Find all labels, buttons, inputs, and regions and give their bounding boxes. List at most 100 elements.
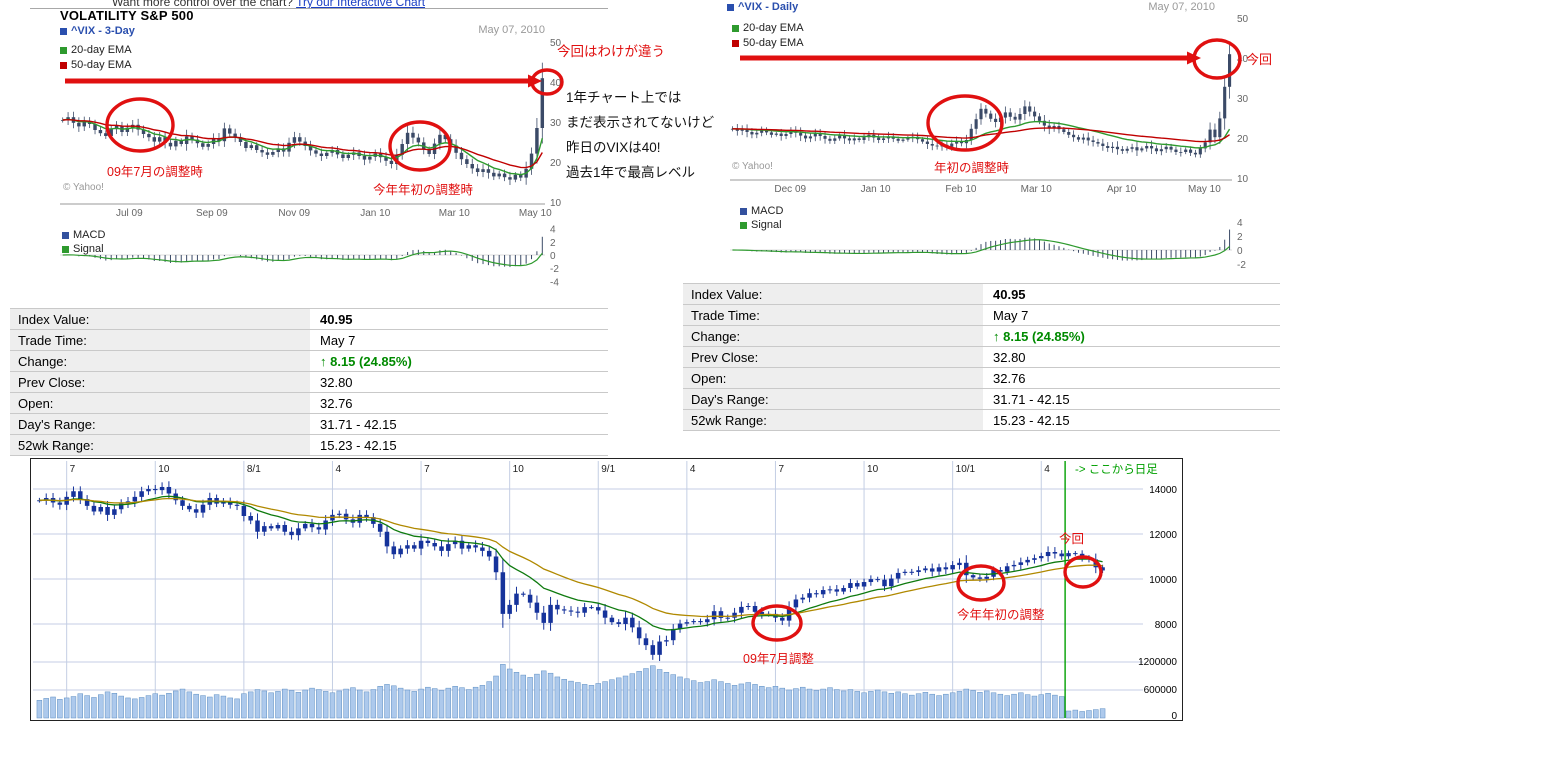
svg-text:Mar 10: Mar 10	[439, 208, 471, 219]
quote-row: 52wk Range: 15.23 - 42.15	[10, 435, 608, 456]
svg-text:10: 10	[867, 464, 879, 475]
svg-text:-4: -4	[550, 277, 559, 288]
svg-text:09年7月調整: 09年7月調整	[743, 651, 814, 666]
svg-text:Jan 10: Jan 10	[861, 184, 891, 195]
svg-text:7: 7	[424, 464, 430, 475]
svg-text:Jul 09: Jul 09	[116, 208, 143, 219]
quote-value: 32.80	[320, 374, 353, 390]
chart1-symbol-label: ^VIX - 3-Day	[71, 25, 135, 37]
svg-text:20: 20	[1237, 134, 1249, 145]
macd-label: MACD	[73, 229, 106, 241]
chart1-title: VOLATILITY S&P 500	[60, 8, 194, 23]
note-line-4: 過去1年で最高レベル	[566, 165, 696, 180]
quote-row: Open: 32.76	[10, 393, 608, 414]
weekly-index-chart: 7 10 8/1 4 7 10 9/1 4 7 10 10/1 4 14000 12000 10000 800…	[33, 461, 1178, 719]
svg-text:12000: 12000	[1149, 530, 1177, 541]
quote-row: Change: ↑ 8.15 (24.85%)	[683, 326, 1280, 347]
quote-value: 32.76	[320, 395, 353, 411]
svg-text:0: 0	[1171, 711, 1177, 719]
svg-text:30: 30	[1237, 94, 1249, 105]
quote-value: May 7	[993, 307, 1029, 323]
quote-row: Prev Close: 32.80	[683, 347, 1280, 368]
chart1-legend-ema20: 20-day EMA	[60, 44, 132, 56]
svg-text:09年7月の調整時: 09年7月の調整時	[107, 164, 203, 179]
svg-text:4: 4	[690, 464, 696, 475]
svg-text:Apr 10: Apr 10	[1107, 184, 1137, 195]
macd-swatch-icon	[62, 231, 69, 239]
svg-text:2: 2	[1237, 232, 1243, 243]
quote-row: Index Value: 40.95	[683, 284, 1280, 305]
yahoo-watermark: © Yahoo!	[63, 182, 104, 193]
svg-text:50: 50	[1237, 14, 1249, 25]
quote-value: 32.80	[993, 349, 1026, 365]
svg-text:今年年初の調整: 今年年初の調整	[957, 607, 1045, 622]
svg-text:2: 2	[550, 238, 556, 249]
svg-text:1200000: 1200000	[1138, 657, 1177, 668]
svg-text:Mar 10: Mar 10	[1021, 184, 1053, 195]
note-line-3: 昨日のVIXは40!	[566, 140, 661, 155]
quote-label: Change:	[10, 351, 310, 371]
chart2-symbol-label: ^VIX - Daily	[738, 1, 799, 13]
quote-value: 31.71 - 42.15	[320, 416, 397, 432]
chart2-legend-ema20: 20-day EMA	[732, 22, 804, 34]
svg-text:10: 10	[158, 464, 170, 475]
ema20-swatch-icon	[60, 46, 67, 54]
chart2-symbol: ^VIX - Daily	[727, 1, 798, 13]
svg-text:今回: 今回	[1246, 52, 1272, 67]
svg-text:Dec 09: Dec 09	[774, 184, 806, 195]
chart1-symbol: ^VIX - 3-Day	[60, 25, 135, 37]
svg-text:10: 10	[513, 464, 525, 475]
svg-text:14000: 14000	[1149, 485, 1177, 496]
svg-text:40: 40	[1237, 54, 1249, 65]
ema20-label: 20-day EMA	[743, 22, 804, 34]
svg-text:今年年初の調整時: 今年年初の調整時	[373, 182, 474, 197]
chart-note-text: Want more control over the chart?	[112, 0, 297, 9]
quote-value: 15.23 - 42.15	[320, 437, 397, 453]
svg-text:8/1: 8/1	[247, 464, 261, 475]
ema50-label: 50-day EMA	[71, 59, 132, 71]
note-line-1: 1年チャート上では	[566, 90, 682, 105]
svg-text:7: 7	[70, 464, 76, 475]
quote-label: Index Value:	[10, 309, 310, 329]
ema20-label: 20-day EMA	[71, 44, 132, 56]
svg-text:-2: -2	[550, 264, 559, 275]
chart1-signal-legend: Signal	[62, 243, 104, 255]
quote-row: Trade Time: May 7	[10, 330, 608, 351]
ema20-swatch-icon	[732, 24, 739, 32]
quote-row: Trade Time: May 7	[683, 305, 1280, 326]
svg-text:20: 20	[550, 158, 562, 169]
quote-row: Open: 32.76	[683, 368, 1280, 389]
divider	[30, 8, 608, 9]
quote-label: Change:	[683, 326, 983, 346]
quote-label: 52wk Range:	[10, 435, 310, 455]
symbol-square-icon	[60, 27, 67, 35]
quote-value: 32.76	[993, 370, 1026, 386]
chart1-date: May 07, 2010	[478, 24, 545, 36]
svg-text:May 10: May 10	[519, 208, 552, 219]
quote-value: 40.95	[993, 286, 1026, 302]
svg-text:50: 50	[550, 38, 562, 49]
svg-text:600000: 600000	[1144, 685, 1178, 696]
svg-text:4: 4	[1237, 218, 1243, 229]
quote-row: 52wk Range: 15.23 - 42.15	[683, 410, 1280, 431]
annotation-note-block: 1年チャート上では まだ表示されてないけど 昨日のVIXは40! 過去1年で最高…	[566, 86, 714, 186]
quote-row: Prev Close: 32.80	[10, 372, 608, 393]
signal-label: Signal	[73, 243, 104, 255]
ema50-label: 50-day EMA	[743, 37, 804, 49]
svg-text:30: 30	[550, 118, 562, 129]
quote-table-left: Index Value: 40.95 Trade Time: May 7 Change:…	[10, 308, 608, 456]
symbol-square-icon	[727, 3, 734, 11]
svg-text:-> ここから日足: -> ここから日足	[1075, 463, 1158, 476]
svg-text:0: 0	[1237, 246, 1243, 257]
interactive-chart-link[interactable]: Try our Interactive Chart	[296, 0, 426, 9]
svg-text:40: 40	[550, 78, 562, 89]
chart2-macd-legend: MACD	[740, 205, 783, 217]
svg-text:Nov 09: Nov 09	[278, 208, 310, 219]
chart2-date: May 07, 2010	[1148, 1, 1215, 13]
quote-value: 15.23 - 42.15	[993, 412, 1070, 428]
quote-value: ↑ 8.15 (24.85%)	[993, 328, 1085, 344]
quote-label: Prev Close:	[683, 347, 983, 367]
quote-value: May 7	[320, 332, 356, 348]
